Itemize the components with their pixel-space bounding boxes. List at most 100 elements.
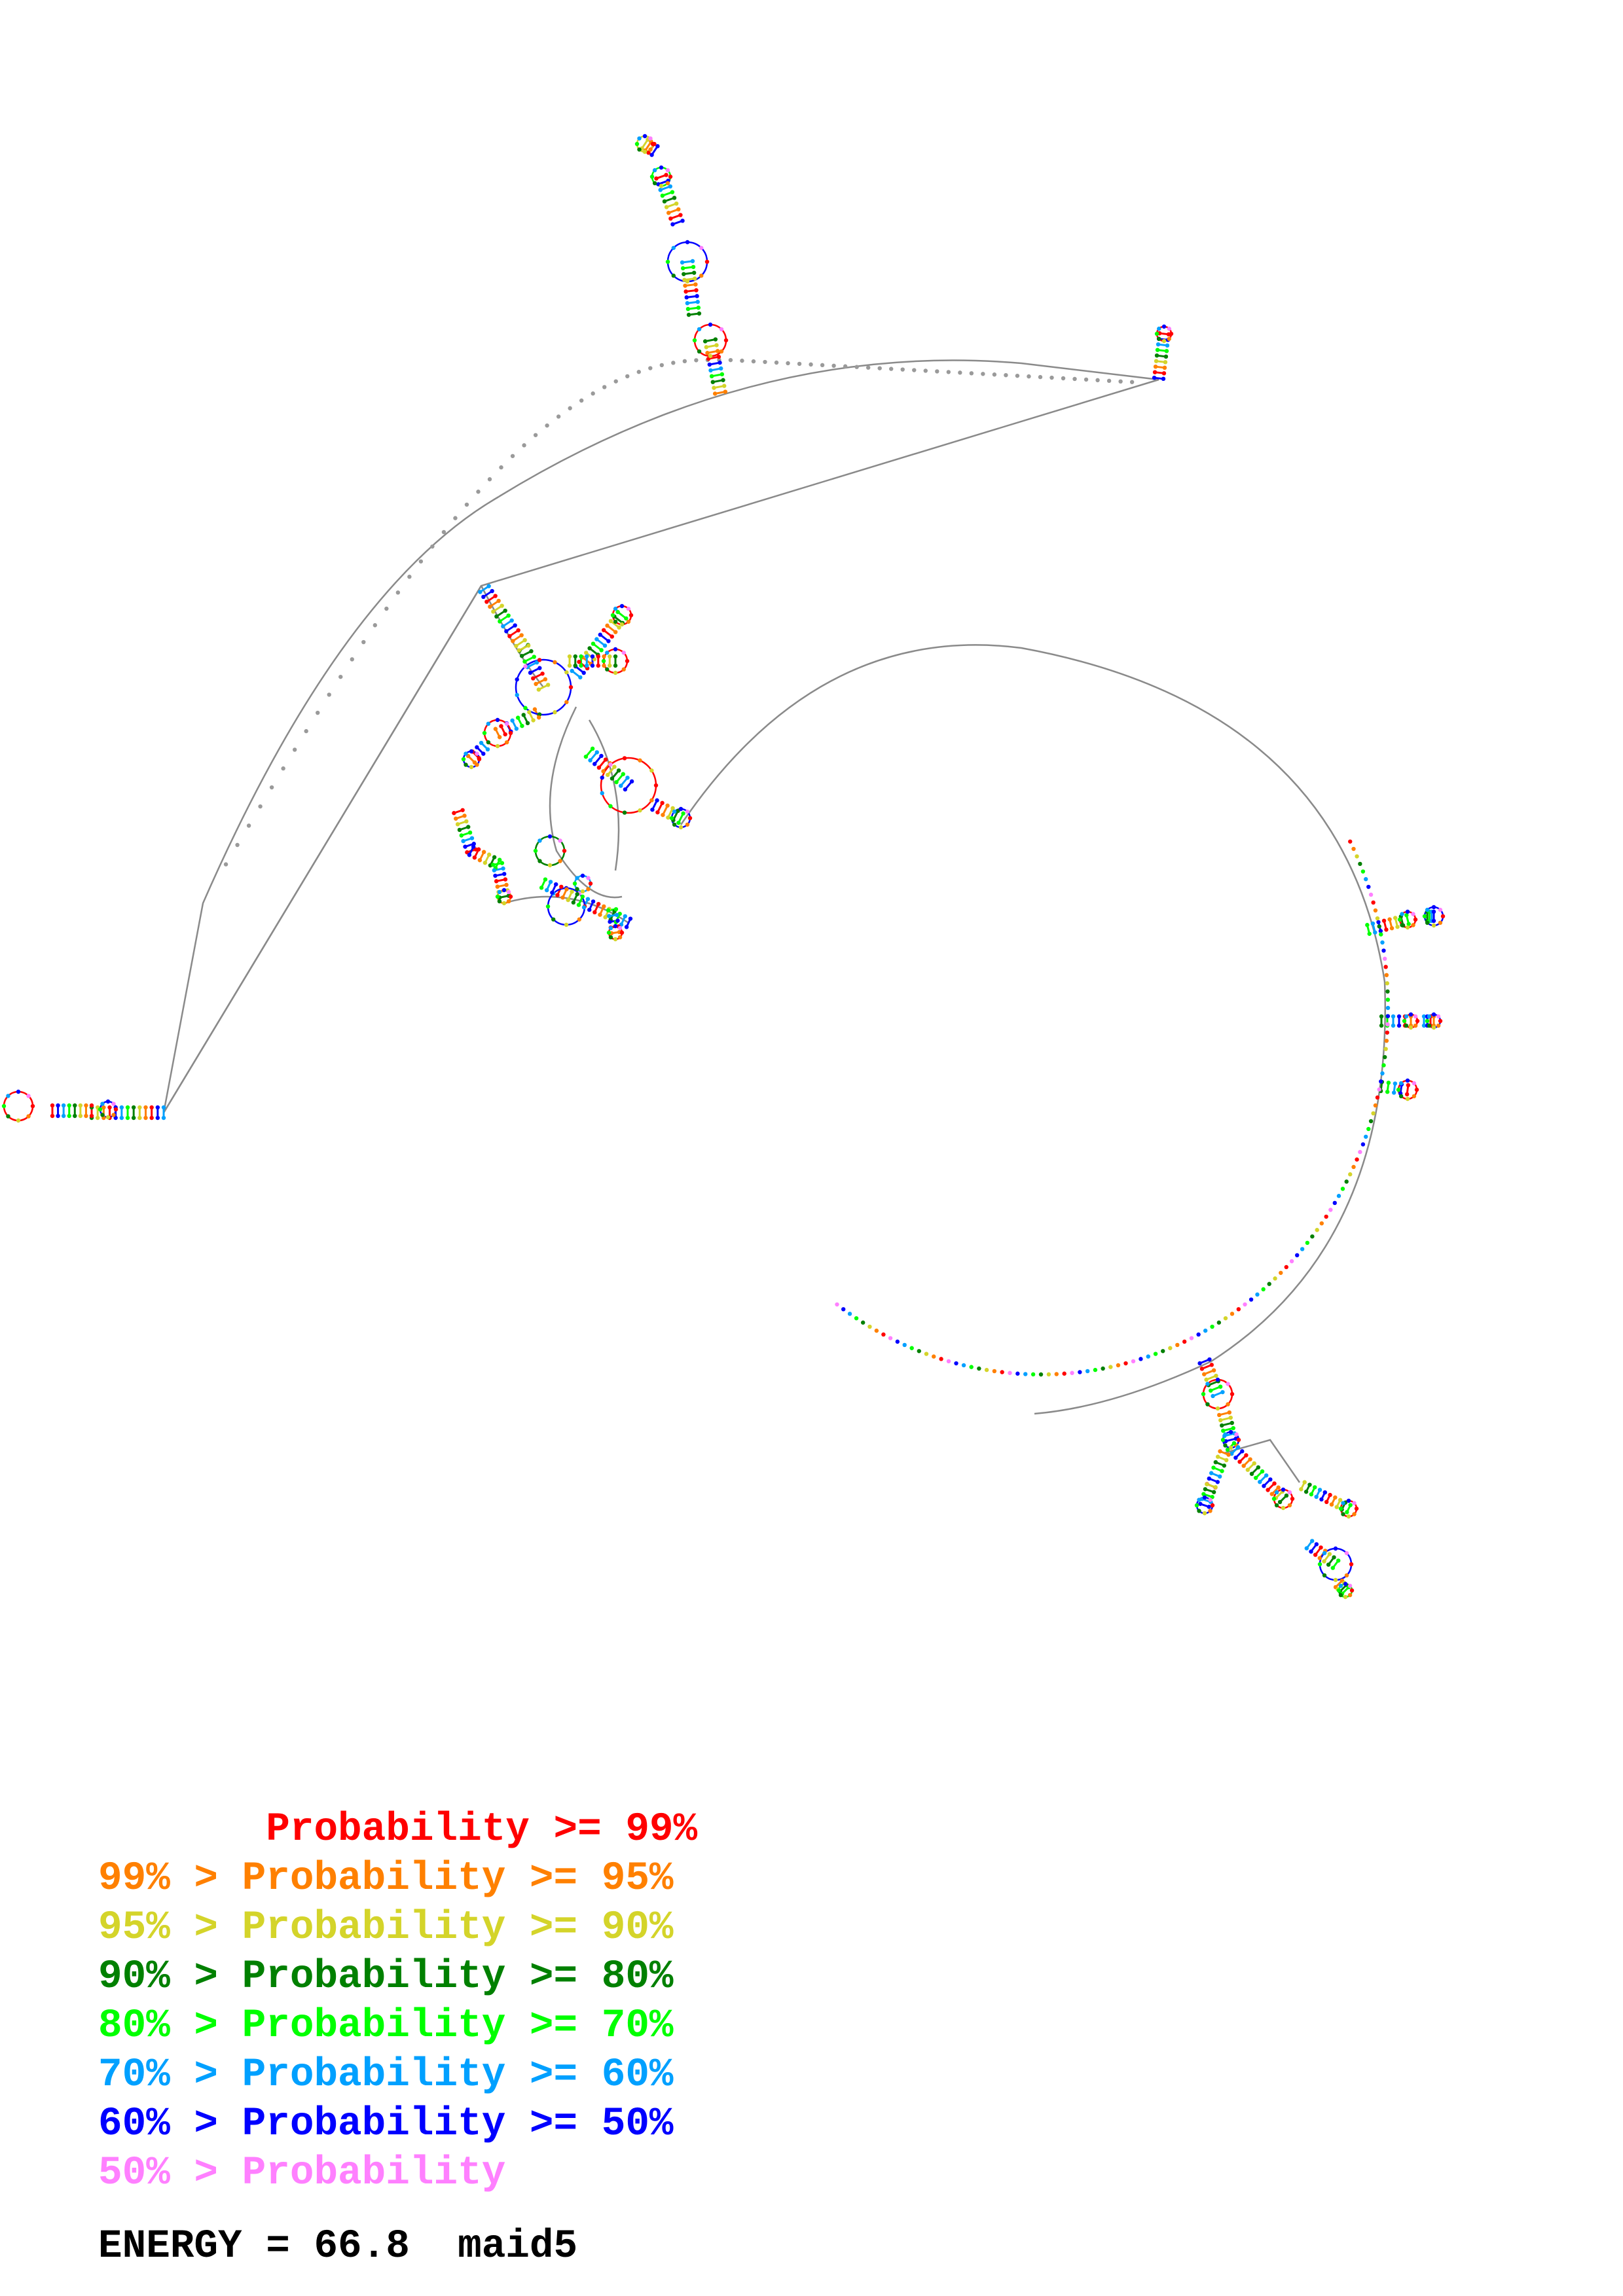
nucleotide-dot (1228, 1415, 1233, 1420)
nucleotide-dot (495, 717, 500, 723)
nucleotide-dot (1440, 914, 1446, 919)
nucleotide-dot (143, 1105, 148, 1110)
nucleotide-dot (101, 1105, 106, 1110)
nucleotide-dot (1379, 1023, 1384, 1028)
nucleotide-dot (1161, 371, 1167, 376)
nucleotide-dot (713, 337, 718, 342)
nucleotide-dot (67, 1103, 71, 1108)
nucleotide-dot (517, 648, 522, 653)
nucleotide-dot (1352, 1501, 1357, 1505)
nucleotide-dot (613, 924, 618, 929)
nucleotide-dot (1389, 926, 1395, 931)
nucleotide-dot (492, 855, 497, 859)
backbone (162, 359, 1386, 1483)
nucleotide-dot (1355, 854, 1359, 859)
nucleotide-dot (684, 295, 689, 300)
nucleotide-dot (625, 776, 630, 780)
nucleotide-dot (719, 349, 724, 354)
nucleotide-dot (1164, 349, 1169, 353)
nucleotide-dot (1197, 1498, 1201, 1502)
nucleotide-dot (395, 590, 401, 595)
nucleotide-dot (718, 360, 722, 365)
nucleotide-dot (1391, 1090, 1396, 1095)
nucleotide-dot (1373, 908, 1378, 913)
nucleotide-dot (1023, 1372, 1028, 1376)
nucleotide-dot (1287, 1503, 1292, 1508)
nucleotide-dot (1385, 1005, 1391, 1011)
nucleotide-dot (1167, 336, 1171, 341)
nucleotide-dot (621, 772, 625, 776)
nucleotide-dot (1384, 1038, 1389, 1043)
nucleotide-dot (1271, 1496, 1277, 1501)
nucleotide-dot (1412, 1094, 1417, 1099)
nucleotide-dot (1252, 1461, 1256, 1466)
nucleotide-dot (615, 609, 620, 615)
nucleotide-dot (493, 726, 498, 731)
nucleotide-dot (1324, 1214, 1328, 1219)
nucleotide-dot (1364, 877, 1368, 882)
nucleotide-dot (504, 882, 509, 888)
nucleotide-dot (1202, 1511, 1207, 1516)
nucleotide-dot (617, 935, 623, 940)
nucleotide-dot (562, 848, 567, 853)
nucleotide-dot (553, 710, 557, 715)
nucleotide-dot (1235, 1445, 1241, 1450)
nucleotide-dot (1377, 1087, 1381, 1092)
nucleotide-dot (613, 663, 618, 668)
nucleotide-dot (1038, 1372, 1044, 1377)
nucleotide-dot (671, 245, 676, 250)
nucleotide-dot (496, 598, 501, 603)
nucleotide-dot (6, 1094, 10, 1098)
nucleotide-dot (1038, 374, 1043, 380)
nucleotide-dot (1211, 1490, 1216, 1494)
nucleotide-dot (464, 502, 469, 507)
nucleotide-dot (670, 806, 675, 811)
nucleotide-dot (497, 857, 502, 862)
nucleotide-dot (1324, 1499, 1329, 1505)
nucleotide-dot (1015, 373, 1020, 378)
nucleotide-dot (1408, 1012, 1413, 1017)
nucleotide-dot (519, 633, 524, 637)
nucleotide-dot (504, 740, 509, 745)
nucleotide-dot (536, 687, 541, 692)
nucleotide-dot (1000, 1370, 1004, 1374)
nucleotide-dot (1157, 327, 1161, 331)
nucleotide-dot (671, 274, 676, 278)
nucleotide-dot (538, 859, 542, 863)
nucleotide-dot (514, 643, 519, 649)
nucleotide-dot (682, 272, 686, 276)
nucleotide-dot (477, 757, 482, 762)
nucleotide-dot (1348, 1172, 1353, 1177)
nucleotide-dot (119, 1115, 124, 1121)
nucleotide-dot (1236, 1437, 1241, 1443)
nucleotide-dot (600, 791, 604, 796)
nucleotide-dot (678, 806, 684, 812)
nucleotide-dot (619, 930, 625, 935)
nucleotide-dot (1327, 1552, 1332, 1556)
nucleotide-dot (1383, 1054, 1387, 1060)
nucleotides (1, 134, 1446, 1600)
nucleotide-dot (1101, 1366, 1105, 1371)
nucleotide-dot (95, 1115, 100, 1121)
nucleotide-dot (709, 374, 714, 379)
nucleotide-dot (1343, 1581, 1348, 1587)
nucleotide-dot (1202, 1372, 1207, 1376)
nucleotide-dot (1436, 1014, 1441, 1019)
nucleotide-dot (1245, 1467, 1250, 1472)
nucleotide-dot (1334, 1505, 1339, 1509)
nucleotide-dot (1198, 1501, 1203, 1506)
nucleotide-dot (1234, 1432, 1239, 1437)
nucleotide-dot (531, 676, 536, 681)
nucleotide-dot (457, 827, 462, 833)
nucleotide-dot (521, 713, 526, 717)
nucleotide-dot (1340, 1187, 1345, 1191)
nucleotide-dot (113, 1107, 119, 1112)
nucleotide-dot (540, 672, 545, 676)
nucleotide-dot (1385, 981, 1389, 986)
nucleotide-dot (500, 861, 505, 865)
nucleotide-dot (1243, 1302, 1247, 1307)
nucleotide-dot (660, 800, 665, 806)
nucleotide-dot (1268, 1477, 1273, 1482)
nucleotide-dot (258, 804, 263, 809)
nucleotide-dot (626, 606, 631, 611)
